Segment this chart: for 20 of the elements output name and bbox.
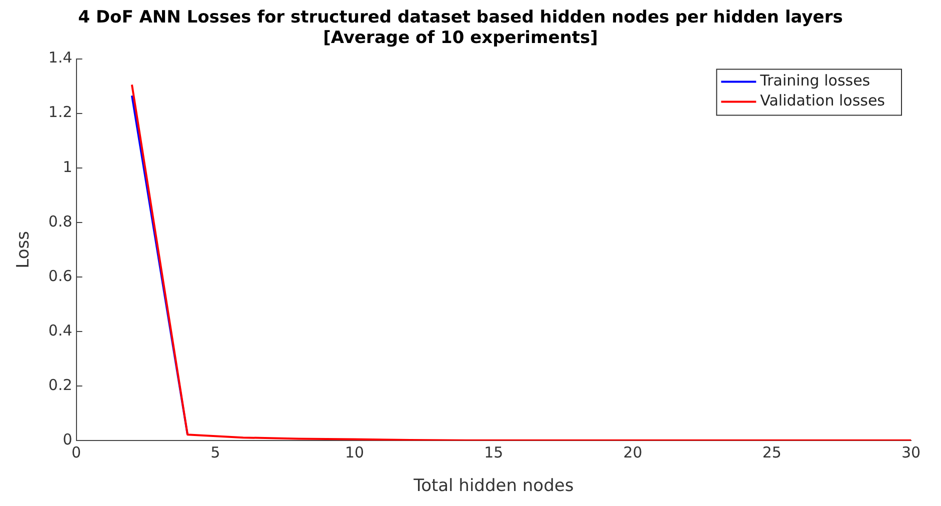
- legend-label: Training losses: [759, 72, 870, 90]
- y-tick-label: 0: [62, 430, 72, 448]
- x-tick-label: 30: [901, 443, 921, 462]
- y-tick-label: 0.4: [48, 321, 72, 340]
- x-axis-title: Total hidden nodes: [412, 476, 574, 496]
- y-axis-title: Loss: [14, 230, 34, 268]
- y-tick-label: 0.8: [48, 212, 72, 230]
- chart-subtitle: [Average of 10 experiments]: [323, 28, 598, 48]
- y-tick-label: 0.6: [48, 266, 72, 285]
- chart-title: 4 DoF ANN Losses for structured dataset based hidden nodes per hidden layers: [78, 8, 843, 28]
- x-tick-label: 5: [210, 443, 220, 462]
- y-tick-label: 1.4: [48, 48, 72, 67]
- y-tick-label: 1.2: [48, 103, 72, 122]
- x-tick-label: 15: [484, 443, 504, 462]
- x-tick-label: 10: [344, 443, 364, 462]
- y-tick-label: 0.2: [48, 376, 72, 394]
- x-tick-label: 25: [762, 443, 782, 462]
- legend-label: Validation losses: [760, 92, 886, 110]
- y-tick-label: 1: [62, 158, 72, 176]
- x-tick-label: 20: [623, 443, 642, 462]
